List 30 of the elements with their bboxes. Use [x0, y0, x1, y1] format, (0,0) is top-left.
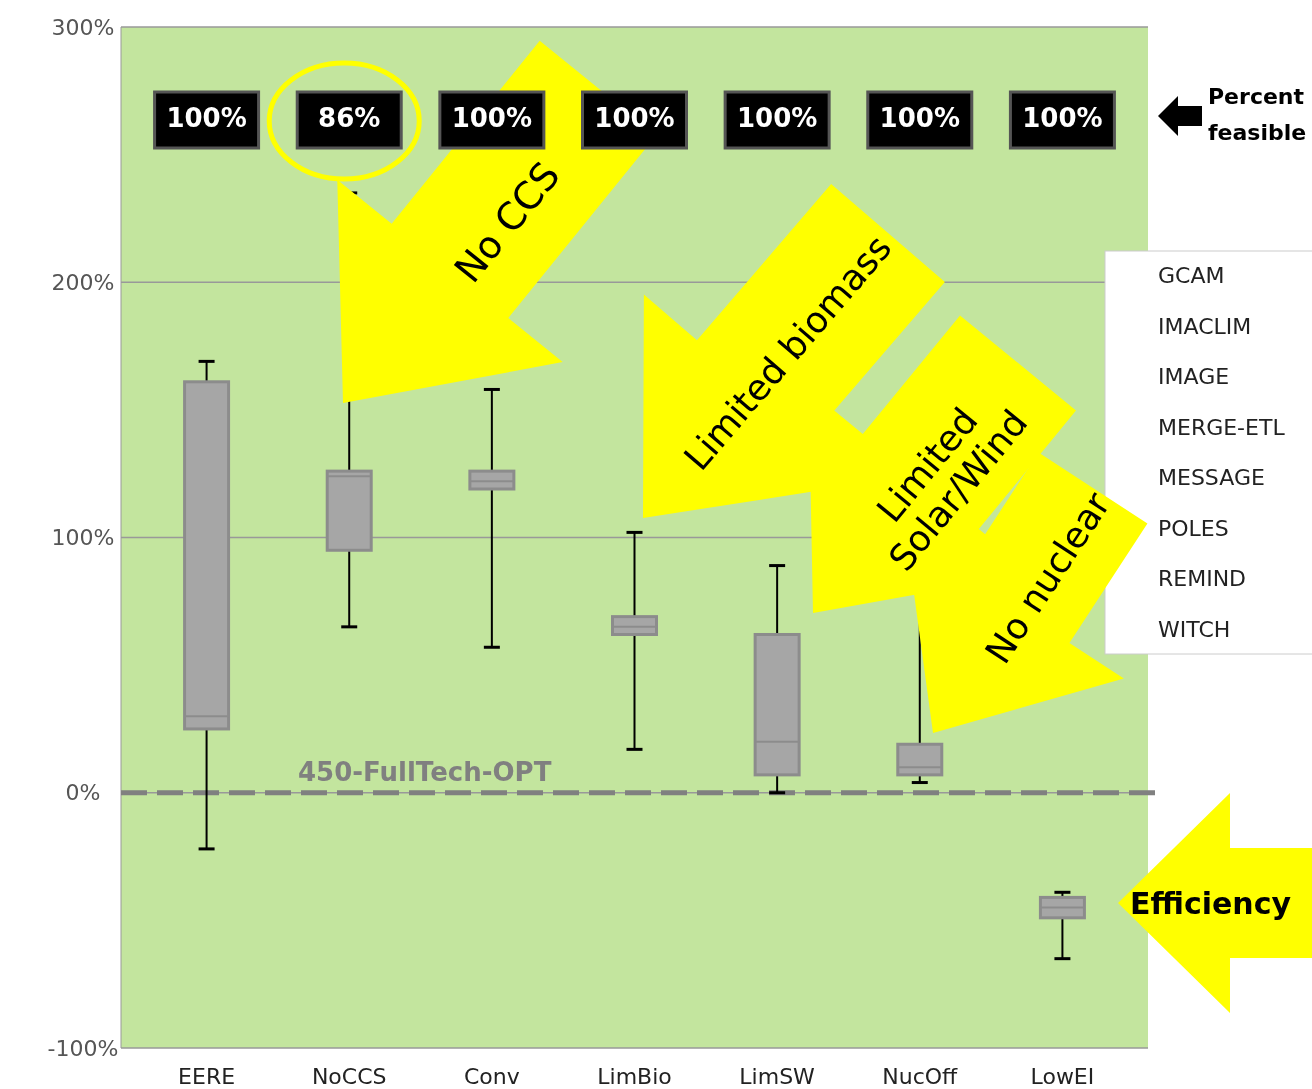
annotation: 100%: [736, 103, 818, 133]
annotation: 100%: [1022, 103, 1103, 133]
text: IMAGE: [1158, 364, 1230, 389]
annotation: 86%: [318, 103, 381, 133]
text: MERGE-ETL: [1158, 414, 1286, 440]
text: Percent feasible: [1208, 84, 1307, 145]
text: REMIND: [1158, 566, 1247, 591]
x-tick-label: EERE: [178, 1064, 236, 1089]
text: GCAM: [1158, 263, 1225, 288]
x-tick-label: NoCCS: [311, 1064, 387, 1089]
annotation: Efficiency: [1130, 886, 1292, 921]
annotation: 100%: [594, 103, 675, 133]
text: WITCH: [1158, 616, 1231, 642]
ref-line-label: 450-FullTech-OPT: [298, 756, 552, 787]
x-tick-label: LowEI: [1030, 1064, 1095, 1089]
x-tick-label: LimBio: [597, 1064, 672, 1089]
text: POLES: [1158, 515, 1229, 541]
annotation: 100%: [451, 103, 533, 133]
x-tick-label: LimSW: [739, 1064, 816, 1089]
x-tick-label: Conv: [463, 1064, 520, 1089]
y-tick-label: 100%: [51, 525, 115, 551]
text: MESSAGE: [1158, 465, 1265, 490]
x-tick-label: NucOff: [882, 1064, 959, 1089]
y-tick-label: -100%: [47, 1035, 119, 1061]
text: IMACLIM: [1158, 313, 1252, 339]
y-tick-label: 300%: [51, 14, 115, 40]
y-tick-label: 0%: [65, 780, 101, 806]
annotation: 100%: [879, 103, 960, 133]
annotation: 100%: [166, 103, 247, 133]
y-tick-label: 200%: [51, 269, 115, 295]
